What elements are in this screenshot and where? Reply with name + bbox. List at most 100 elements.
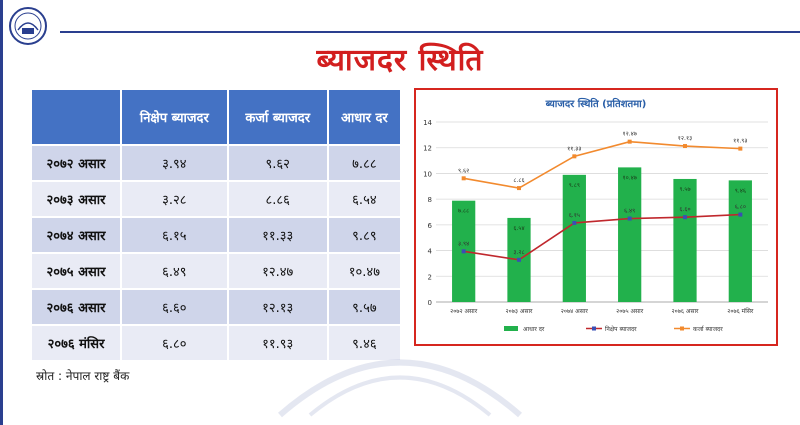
table-row: २०७४ असार ६.१५ ११.३३ ९.८९ [32, 216, 402, 252]
line-point [683, 215, 687, 220]
line-point [517, 186, 521, 191]
cell-base: ९.४६ [328, 324, 402, 360]
bar [728, 180, 752, 302]
cell-lending: १२.१३ [228, 288, 329, 324]
line-data-label: १२.४७ [622, 131, 636, 138]
line-data-label: ११.९३ [733, 138, 747, 145]
series-line [463, 140, 741, 189]
bar-data-label: १०.४७ [622, 174, 636, 181]
line-point [572, 220, 577, 225]
line-data-label: ६.६० [679, 206, 690, 213]
legend-label: आधार दर [523, 326, 545, 333]
line-point [461, 249, 466, 254]
line-point [517, 257, 521, 262]
y-tick-label: 14 [423, 119, 432, 127]
cell-lending: ९.६२ [228, 144, 329, 180]
series-line [463, 213, 741, 261]
row-period: २०७६ असार [32, 288, 122, 324]
bar-data-label: ७.८८ [458, 208, 469, 215]
bar-data-label: ९.४६ [735, 187, 746, 194]
line-point [572, 154, 577, 159]
bar-data-label: ६.५४ [513, 225, 524, 232]
line-data-label: ६.४९ [624, 208, 635, 215]
watermark-emblem [278, 359, 522, 418]
table-row: २०७३ असार ३.२८ ८.८६ ६.५४ [32, 180, 402, 216]
line-data-label: १२.१३ [678, 135, 692, 142]
row-period: २०७३ असार [32, 180, 122, 216]
x-tick-label: २०७४ असार [561, 308, 589, 315]
line-point [738, 146, 743, 151]
legend-label: निक्षेप ब्याजदर [605, 325, 637, 333]
y-tick-label: 10 [423, 170, 432, 178]
cell-lending: ११.९३ [228, 324, 329, 360]
line-data-label: ३.९४ [458, 240, 469, 247]
row-period: २०७६ मंसिर [32, 324, 122, 360]
table-row: २०७५ असार ६.४९ १२.४७ १०.४७ [32, 252, 402, 288]
slide-title: ब्याजदर स्थिति [316, 43, 484, 78]
line-point [627, 139, 632, 144]
row-period: २०७२ असार [32, 144, 122, 180]
line-point [738, 212, 743, 217]
legend-label: कर्जा ब्याजदर [693, 325, 723, 333]
x-tick-label: २०७५ असार [616, 308, 644, 315]
line-data-label: ११.३३ [567, 145, 581, 152]
chart-panel: ब्याजदर स्थिति (प्रतिशतमा) 0 2 4 6 8 10 12 14 ७.८… [414, 88, 778, 346]
cell-base: १०.४७ [328, 252, 402, 288]
line-data-label: ६.१५ [569, 212, 580, 219]
source-note: स्रोत : नेपाल राष्ट्र बैंक [36, 369, 130, 383]
bar [673, 178, 697, 302]
table-row: २०७६ मंसिर ६.८० ११.९३ ९.४६ [32, 324, 402, 360]
line-point [627, 216, 632, 221]
cell-lending: ११.३३ [228, 216, 329, 252]
x-tick-label: २०७३ असार [505, 308, 533, 315]
bank-logo-icon [9, 7, 47, 45]
y-tick-label: 2 [428, 273, 432, 281]
line-data-label: ८.८६ [513, 177, 524, 184]
table-header-base: आधार दर [328, 90, 402, 144]
table-header-lending: कर्जा ब्याजदर [228, 90, 329, 144]
interest-rate-table: निक्षेप ब्याजदर कर्जा ब्याजदर आधार दर २०… [32, 90, 402, 360]
cell-base: ९.८९ [328, 216, 402, 252]
legend-marker [680, 326, 684, 331]
line-data-label: ३.२८ [513, 249, 524, 256]
row-period: २०७४ असार [32, 216, 122, 252]
table-header-deposit: निक्षेप ब्याजदर [122, 90, 229, 144]
line-data-label: ९.६२ [458, 167, 469, 174]
line-point [683, 144, 687, 149]
table-row: २०७६ असार ६.६० १२.१३ ९.५७ [32, 288, 402, 324]
cell-lending: ८.८६ [228, 180, 329, 216]
cell-base: ६.५४ [328, 180, 402, 216]
bar-data-label: ९.८९ [569, 182, 580, 189]
table-row: २०७२ असार ३.९४ ९.६२ ७.८८ [32, 144, 402, 180]
cell-deposit: ६.१५ [122, 216, 229, 252]
cell-lending: १२.४७ [228, 252, 329, 288]
left-accent-bar [0, 0, 3, 425]
row-period: २०७५ असार [32, 252, 122, 288]
x-tick-label: २०७६ मंसिर [727, 307, 754, 315]
table-header-corner [32, 90, 122, 144]
legend-marker [592, 326, 596, 331]
cell-deposit: ६.४९ [122, 252, 229, 288]
bar-data-label: ९.५७ [679, 186, 690, 193]
cell-deposit: ६.८० [122, 324, 229, 360]
cell-base: ९.५७ [328, 288, 402, 324]
header-rule [60, 31, 800, 33]
y-tick-label: 6 [428, 222, 433, 230]
cell-base: ७.८८ [328, 144, 402, 180]
line-data-label: ६.८० [735, 204, 746, 211]
combo-chart: ब्याजदर स्थिति (प्रतिशतमा) 0 2 4 6 8 10 12 14 ७.८… [423, 97, 768, 333]
x-tick-label: २०७२ असार [450, 308, 478, 315]
bar [618, 167, 642, 302]
cell-deposit: ३.२८ [122, 180, 229, 216]
y-tick-label: 8 [428, 196, 432, 204]
y-tick-label: 12 [423, 145, 432, 153]
y-tick-label: 0 [428, 299, 432, 307]
line-point [461, 176, 466, 181]
table-header-row: निक्षेप ब्याजदर कर्जा ब्याजदर आधार दर [32, 90, 402, 144]
y-tick-label: 4 [428, 248, 433, 256]
bar [562, 174, 586, 302]
legend-swatch [504, 326, 518, 331]
chart-title: ब्याजदर स्थिति (प्रतिशतमा) [545, 97, 647, 110]
cell-deposit: ६.६० [122, 288, 229, 324]
x-tick-label: २०७६ असार [671, 308, 699, 315]
